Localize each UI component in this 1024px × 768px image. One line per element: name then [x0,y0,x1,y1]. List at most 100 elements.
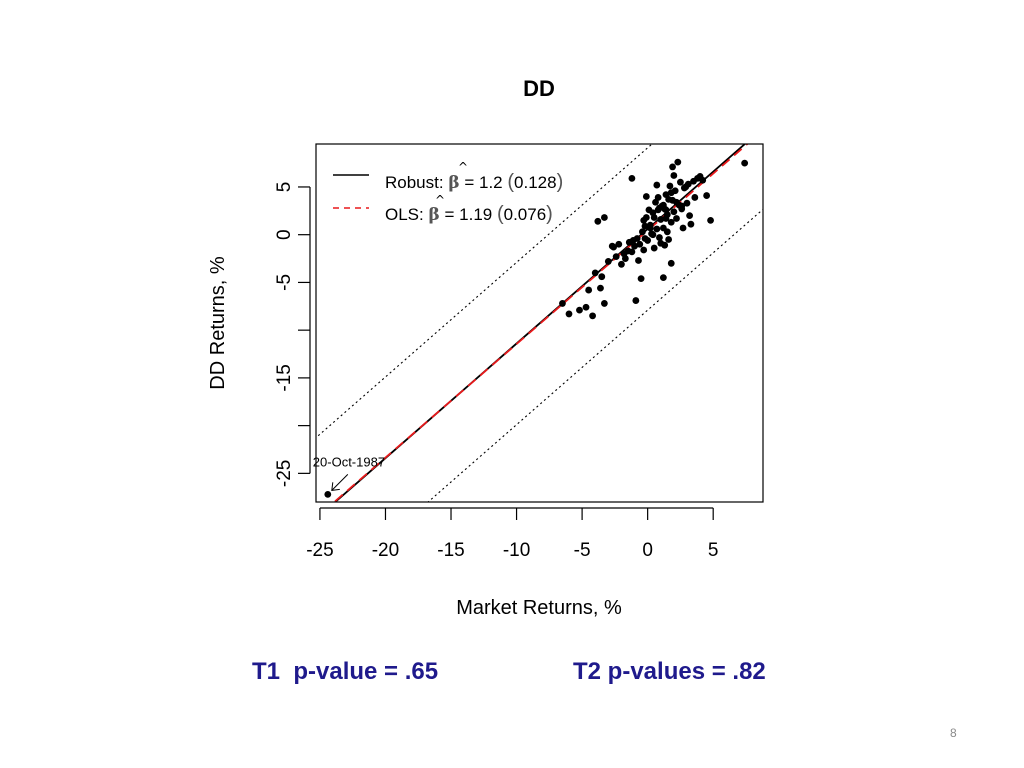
data-points-group [324,158,749,498]
data-point [654,194,662,201]
x-tick-label: 5 [708,540,719,561]
hat-icon: ^ [435,193,445,207]
x-tick-label: -25 [306,540,333,561]
data-point [641,222,649,230]
data-point [682,183,690,191]
data-point [628,248,636,256]
x-tick-label: -5 [574,540,591,561]
data-point [600,300,608,307]
y-tick-label: -15 [274,364,295,391]
data-point [600,214,608,221]
t2-p-values: T2 p-values = .82 [573,658,766,685]
y-axis-label: DD Returns, % [207,256,229,390]
robust-fit-line [333,144,747,502]
data-point [665,236,673,243]
legend-ols-entry: OLS: β = 1.19 (0.076) [385,203,553,225]
data-point [673,198,680,206]
legend-robust-eq: = 1.2 [460,173,508,192]
data-point [649,231,657,239]
data-point [610,243,617,251]
y-tick-label: -25 [274,460,295,487]
legend-robust-beta: β [448,173,459,193]
chart-title: DD [523,76,555,101]
y-tick-label: 0 [274,229,295,240]
legend-robust-se: 0.128 [514,173,557,192]
data-point [653,181,661,189]
ols-fit-line [332,144,749,502]
legend-ols-prefix: OLS: [385,205,428,224]
data-point [639,228,646,236]
data-point [683,199,691,207]
data-point [666,182,674,190]
data-point [667,189,675,197]
data-point [667,259,675,267]
y-tick-label: 5 [274,182,295,193]
data-point [669,163,676,171]
data-point [662,206,670,214]
data-point [677,178,684,186]
x-axis: -25 -20 -15 -10 -5 0 5 [306,507,719,561]
legend: Robust: β = 1.2 (0.128) ^ OLS: β = 1.19 … [333,160,563,225]
data-point [576,306,583,314]
data-point [679,224,687,232]
legend-robust-prefix: Robust: [385,173,448,192]
data-point [628,174,636,182]
legend-robust-se-close: ) [557,171,564,193]
data-point [641,235,649,242]
data-point [678,202,686,210]
data-point [650,244,658,252]
data-point [670,208,678,216]
data-point [642,193,650,200]
annotation-label: 20-Oct-1987 [313,454,385,469]
page-number: 8 [950,726,957,740]
data-point [665,195,673,203]
data-point [604,258,612,265]
data-point [635,257,642,264]
data-point [589,312,596,320]
band-lower-line [427,208,763,502]
data-point [673,215,680,222]
data-point [686,212,693,220]
data-point [636,240,644,248]
legend-ols-se-open: ( [497,203,504,225]
data-point [618,260,625,268]
legend-ols-se: 0.076 [504,205,547,224]
data-point [612,253,620,261]
data-point [656,204,663,212]
data-point [741,159,749,167]
legend-ols-se-close: ) [546,203,553,225]
data-point [631,242,638,250]
fit-lines-group [332,144,749,502]
data-point [699,176,707,184]
x-axis-label: Market Returns, % [456,597,622,619]
data-point [582,303,590,311]
data-point [629,237,637,244]
plot-frame [315,143,764,503]
data-point [691,194,699,201]
data-point [657,216,665,223]
scatter-chart: DD 20-Oct-1987 -25 -20 -15 -10 -5 0 5 -25 -15 -5… [207,76,764,619]
legend-ols-beta: β [428,205,439,225]
band-upper-line [316,144,653,439]
x-tick-label: -20 [372,540,399,561]
data-point [670,172,678,179]
data-point [640,246,648,254]
y-tick-label: -5 [274,274,295,291]
data-point [663,228,671,236]
data-point [637,275,645,283]
data-point [650,214,658,221]
data-point [667,218,675,226]
legend-ols-eq: = 1.19 [440,205,497,224]
data-point [632,297,640,304]
data-point [687,220,695,228]
x-tick-label: 0 [642,540,653,561]
data-point [565,310,573,318]
data-point [662,215,670,222]
data-point [598,273,606,281]
x-tick-label: -15 [437,540,464,561]
t1-p-value: T1 p-value = .65 [252,658,439,685]
x-tick-label: -10 [503,540,530,561]
data-point [597,284,604,292]
data-point [324,490,332,498]
